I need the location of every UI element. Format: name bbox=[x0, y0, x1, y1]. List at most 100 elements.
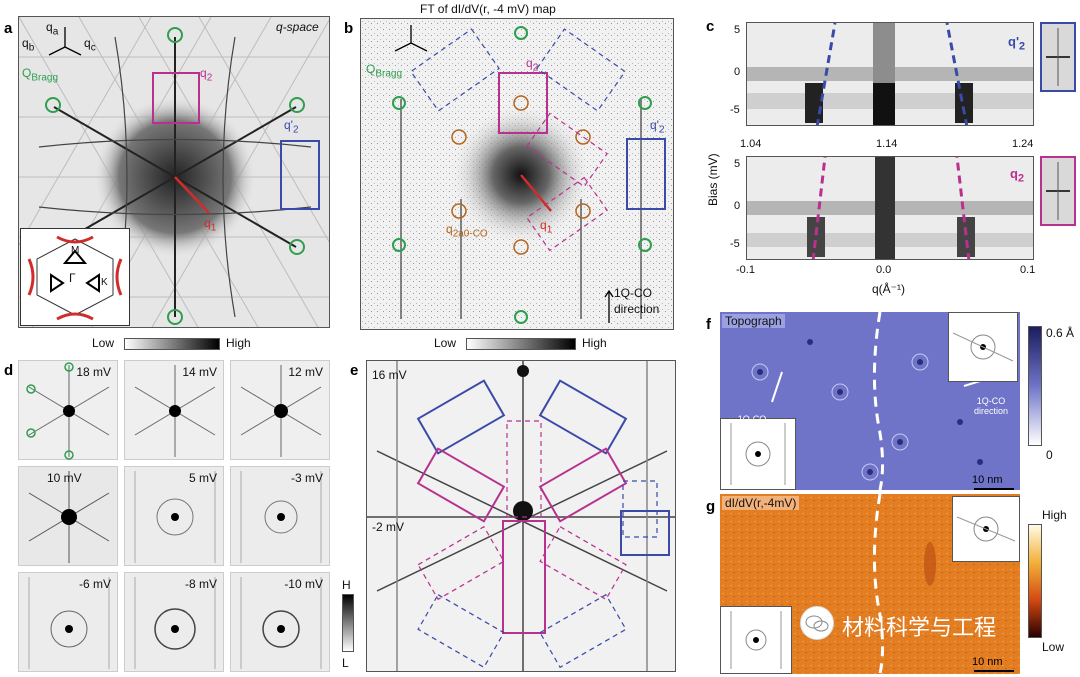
panel-b-ft-image bbox=[360, 18, 674, 330]
c-top-ytick-3: -5 bbox=[730, 104, 740, 116]
wechat-icon bbox=[800, 606, 834, 640]
c-top-ytick-1: 5 bbox=[734, 24, 741, 36]
panel-c-xlabel: q(Å⁻¹) bbox=[872, 282, 905, 296]
watermark-text: 材料科学与工程 bbox=[842, 616, 997, 641]
colorbar-d-low: L bbox=[342, 656, 349, 670]
g-title: dI/dV(r,-4mV) bbox=[722, 496, 800, 510]
c-bottom-thumbnail bbox=[1040, 156, 1076, 226]
colorbar-g bbox=[1028, 524, 1042, 638]
f-ft-inset-2 bbox=[720, 418, 796, 490]
colorbar-d bbox=[342, 594, 354, 652]
inset-k-label: K bbox=[101, 277, 108, 288]
panel-b-title: FT of dI/dV(r, -4 mV) map bbox=[420, 2, 556, 16]
colorbar-a-low: Low bbox=[92, 336, 115, 350]
q2-label-b: q2 bbox=[526, 56, 539, 74]
c-top-xtick-3: 1.24 bbox=[1012, 138, 1034, 150]
panel-a-label: a bbox=[4, 20, 13, 37]
f-scale-bar bbox=[974, 488, 1014, 490]
c-bot-xtick-3: 0.1 bbox=[1020, 264, 1036, 276]
axis-qa-label: qa bbox=[46, 20, 59, 38]
c-bot-ytick-2: 0 bbox=[734, 200, 741, 212]
colorbar-b bbox=[466, 338, 576, 350]
q1-label-b: q1 bbox=[540, 218, 553, 236]
direction-line2-b: direction bbox=[614, 302, 660, 316]
g-scale-label: 10 nm bbox=[972, 656, 1003, 668]
colorbar-d-high: H bbox=[342, 578, 351, 592]
d-energy-9: -10 mV bbox=[284, 577, 323, 591]
panel-e-label: e bbox=[350, 362, 359, 379]
colorbar-b-low: Low bbox=[434, 336, 457, 350]
qspace-title: q-space bbox=[276, 20, 319, 34]
axis-qb-label: qb bbox=[22, 36, 35, 54]
g-scale-bar bbox=[974, 670, 1014, 672]
d-tile-5: 5 mV bbox=[124, 466, 224, 566]
panel-c-top-tag: q'2 bbox=[1008, 34, 1026, 53]
panel-c-top-plot bbox=[746, 22, 1034, 126]
qco-label-b: q2a0-CO bbox=[446, 222, 488, 240]
panel-c-label: c bbox=[706, 18, 715, 35]
panel-f-label: f bbox=[706, 316, 711, 333]
panel-c-ylabel: Bias (mV) bbox=[706, 153, 720, 206]
d-tile-2: 14 mV bbox=[124, 360, 224, 460]
g-cbar-bottom: Low bbox=[1042, 640, 1065, 654]
c-top-ytick-2: 0 bbox=[734, 66, 741, 78]
colorbar-a bbox=[124, 338, 220, 350]
c-top-xtick-1: 1.04 bbox=[740, 138, 762, 150]
d-tile-1: 18 mV bbox=[18, 360, 118, 460]
panel-c-bottom-tag: q2 bbox=[1010, 166, 1024, 185]
d-tile-9: -10 mV bbox=[230, 572, 330, 672]
d-energy-5: 5 mV bbox=[188, 471, 217, 485]
f-cbar-top: 0.6 Å bbox=[1046, 326, 1075, 340]
d-energy-7: -6 mV bbox=[78, 577, 111, 591]
panel-d-label: d bbox=[4, 362, 14, 379]
panel-b-label: b bbox=[344, 20, 354, 37]
f-cbar-bottom: 0 bbox=[1046, 448, 1053, 462]
colorbar-b-high: High bbox=[582, 336, 607, 350]
g-cbar-top: High bbox=[1042, 508, 1067, 522]
panel-e-image bbox=[366, 360, 676, 672]
q2prime-label-b: q'2 bbox=[650, 118, 665, 136]
panel-g-didv-map bbox=[720, 494, 1020, 674]
d-tile-7: -6 mV bbox=[18, 572, 118, 672]
d-energy-6: -3 mV bbox=[290, 471, 323, 485]
q1-label-a: q1 bbox=[204, 216, 217, 234]
c-bot-ytick-3: -5 bbox=[730, 238, 740, 250]
axis-qc-label: qc bbox=[84, 36, 96, 54]
d-energy-3: 12 mV bbox=[288, 365, 323, 379]
c-top-xtick-2: 1.14 bbox=[876, 138, 898, 150]
colorbar-f bbox=[1028, 326, 1042, 446]
d-energy-2: 14 mV bbox=[182, 365, 217, 379]
f-title: Topograph bbox=[722, 314, 785, 328]
d-energy-8: -8 mV bbox=[184, 577, 217, 591]
c-bot-xtick-2: 0.0 bbox=[876, 264, 892, 276]
c-bot-ytick-1: 5 bbox=[734, 158, 741, 170]
d-tile-8: -8 mV bbox=[124, 572, 224, 672]
g-ft-inset bbox=[952, 496, 1020, 562]
panel-f-topograph bbox=[720, 312, 1020, 490]
f-scale-label: 10 nm bbox=[972, 474, 1003, 486]
brillouin-zone-inset: M Γ K bbox=[20, 228, 130, 326]
d-energy-1: 18 mV bbox=[76, 365, 111, 379]
f-ft-inset bbox=[948, 312, 1018, 382]
q2prime-label-a: q'2 bbox=[284, 118, 299, 136]
inset-m-label: M bbox=[71, 245, 80, 256]
d-tile-4: 10 mV bbox=[18, 466, 118, 566]
d-energy-4: 10 mV bbox=[47, 471, 82, 485]
panel-d-grid: 18 mV 14 mV 12 mV 10 mV 5 mV -3 mV -6 mV… bbox=[18, 360, 338, 672]
f-direction-right: 1Q-CO direction bbox=[973, 396, 1009, 416]
d-tile-6: -3 mV bbox=[230, 466, 330, 566]
bragg-label-b: QBragg bbox=[366, 62, 403, 80]
q2-label-a: q2 bbox=[200, 66, 213, 84]
f-direction-left: 1Q-CO direction bbox=[734, 414, 770, 434]
panel-g-label: g bbox=[706, 498, 716, 515]
inset-gamma-label: Γ bbox=[69, 271, 76, 285]
colorbar-a-high: High bbox=[226, 336, 251, 350]
e-bottom-energy: -2 mV bbox=[372, 520, 405, 534]
c-top-thumbnail bbox=[1040, 22, 1076, 92]
d-tile-3: 12 mV bbox=[230, 360, 330, 460]
e-top-energy: 16 mV bbox=[372, 368, 407, 382]
panel-c-bottom-plot bbox=[746, 156, 1034, 260]
c-bot-xtick-1: -0.1 bbox=[736, 264, 755, 276]
g-ft-inset-2 bbox=[720, 606, 792, 674]
bragg-label-a: QBragg bbox=[22, 66, 59, 84]
